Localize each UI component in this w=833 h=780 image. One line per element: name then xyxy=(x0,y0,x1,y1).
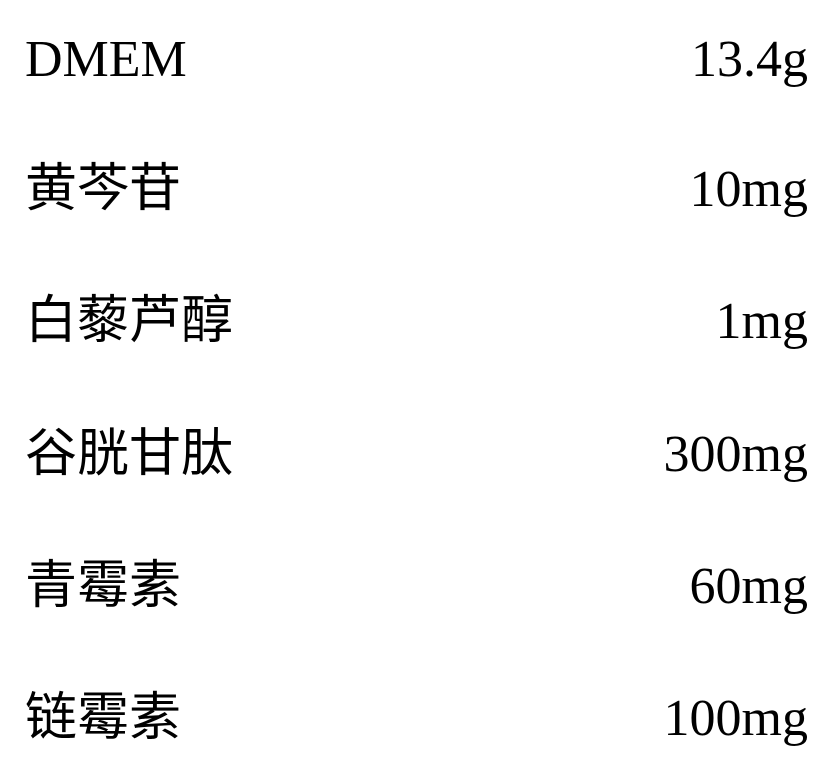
ingredient-value: 10mg xyxy=(690,160,808,219)
table-row: DMEM 13.4g xyxy=(25,30,808,89)
ingredient-value: 13.4g xyxy=(691,30,808,89)
ingredient-label: 链霉素 xyxy=(25,675,181,750)
ingredient-label: 谷胱甘肽 xyxy=(25,411,233,486)
ingredient-value: 300mg xyxy=(664,425,808,484)
table-row: 青霉素 60mg xyxy=(25,543,808,618)
ingredient-value: 100mg xyxy=(664,689,808,748)
ingredient-label: DMEM xyxy=(25,30,187,89)
table-row: 黄芩苷 10mg xyxy=(25,146,808,221)
table-row: 白藜芦醇 1mg xyxy=(25,278,808,353)
table-row: 谷胱甘肽 300mg xyxy=(25,411,808,486)
ingredient-label: 青霉素 xyxy=(25,543,181,618)
table-row: 链霉素 100mg xyxy=(25,675,808,750)
ingredients-table: DMEM 13.4g 黄芩苷 10mg 白藜芦醇 1mg 谷胱甘肽 300mg … xyxy=(25,30,808,750)
ingredient-label: 白藜芦醇 xyxy=(25,278,233,353)
ingredient-value: 1mg xyxy=(716,292,808,351)
ingredient-label: 黄芩苷 xyxy=(25,146,181,221)
ingredient-value: 60mg xyxy=(690,557,808,616)
